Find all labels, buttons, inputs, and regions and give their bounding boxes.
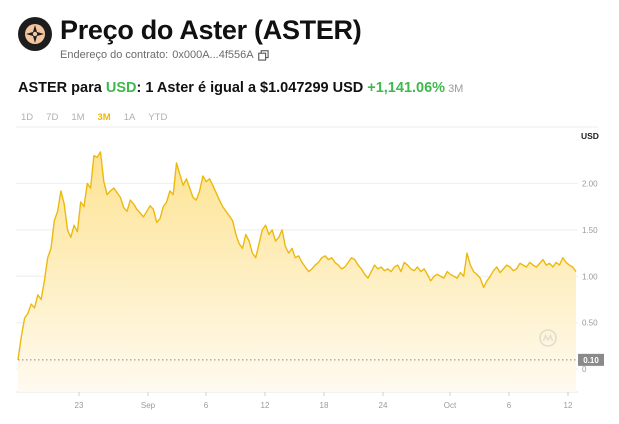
x-tick-label: 23 <box>75 401 84 410</box>
x-tick-label: 12 <box>564 401 573 410</box>
contract-value[interactable]: 0x000A...4f556A <box>172 49 254 61</box>
price-line <box>17 151 577 360</box>
baseline-label: 0.10 <box>583 356 599 365</box>
x-tick-label: 6 <box>204 401 209 410</box>
price-change: +1,141.06% <box>367 80 446 96</box>
x-tick-label: 18 <box>320 401 329 410</box>
copy-icon[interactable] <box>257 49 269 61</box>
header: Preço do Aster (ASTER) Endereço do contr… <box>18 14 362 61</box>
price-prefix: ASTER para <box>18 80 106 96</box>
range-tab-1m[interactable]: 1M <box>71 112 85 123</box>
range-tab-ytd[interactable]: YTD <box>148 112 168 123</box>
range-tab-1d[interactable]: 1D <box>21 112 34 123</box>
x-tick-label: 12 <box>261 401 270 410</box>
aster-logo-icon <box>18 17 52 51</box>
range-tab-1a[interactable]: 1A <box>123 112 136 123</box>
x-tick-label: Oct <box>444 401 457 410</box>
price-summary: ASTER para USD: 1 Aster é igual a $1.047… <box>18 80 463 96</box>
contract-address: Endereço do contrato: 0x000A...4f556A <box>60 49 361 61</box>
currency-link[interactable]: USD <box>105 80 137 96</box>
x-axis: 23 Sep 6 12 18 24 Oct 6 12 <box>75 392 573 410</box>
page-title: Preço do Aster (ASTER) <box>60 15 362 45</box>
price-area <box>18 151 576 392</box>
price-chart: 2.00 1.50 1.00 0.50 0 USD 0.10 23 Sep 6 12 18 24 Oct… <box>16 126 604 410</box>
coinmarketcap-icon <box>539 329 557 347</box>
y-axis-label: USD <box>581 131 599 141</box>
y-tick-label: 0.50 <box>582 319 598 328</box>
x-tick-label: Sep <box>141 401 156 410</box>
range-tab-7d[interactable]: 7D <box>46 112 59 123</box>
range-tab-3m[interactable]: 3M <box>97 112 111 123</box>
y-tick-label: 1.00 <box>582 272 598 281</box>
x-tick-label: 24 <box>379 401 388 410</box>
y-tick-label: 2.00 <box>582 179 598 188</box>
contract-label: Endereço do contrato: <box>60 49 169 61</box>
baseline-badge <box>578 353 604 366</box>
y-tick-label: 1.50 <box>582 226 598 235</box>
time-range-tabs: 1D 7D 1M 3M 1A YTD <box>21 112 180 123</box>
price-text: : 1 Aster é igual a $1.047299 USD <box>136 80 368 96</box>
y-axis: 2.00 1.50 1.00 0.50 0 USD 0.10 <box>578 131 604 374</box>
x-tick-label: 6 <box>507 401 512 410</box>
change-period: 3M <box>448 83 464 95</box>
y-tick-label: 0 <box>582 365 587 374</box>
